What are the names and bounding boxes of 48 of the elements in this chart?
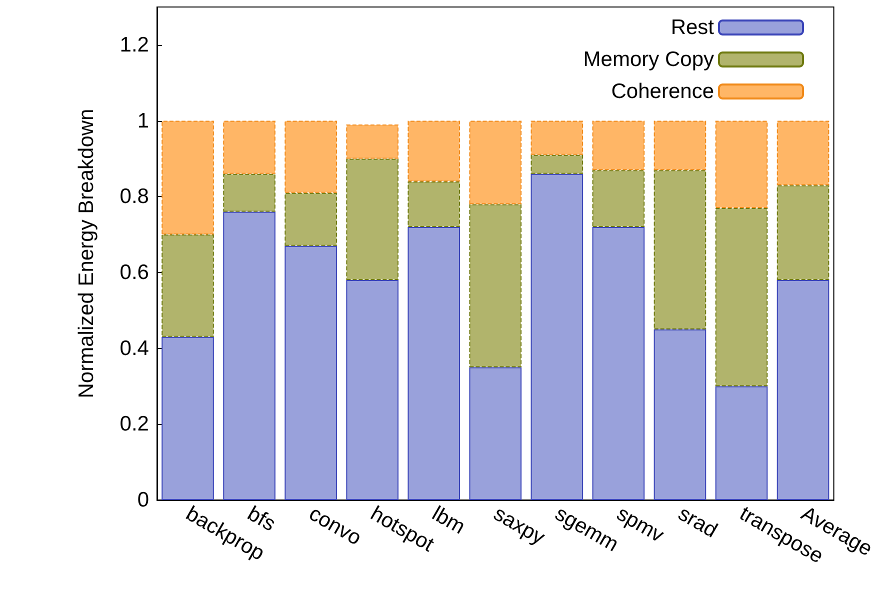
bar bbox=[408, 181, 460, 227]
bar bbox=[284, 246, 337, 500]
bar bbox=[162, 120, 214, 235]
bar bbox=[223, 120, 276, 174]
legend-label: Coherence bbox=[611, 80, 714, 103]
bar bbox=[654, 120, 706, 170]
bar bbox=[346, 280, 398, 500]
bar bbox=[592, 170, 645, 227]
bar bbox=[715, 120, 768, 208]
bar bbox=[776, 120, 830, 186]
bar bbox=[776, 280, 830, 500]
bar bbox=[346, 158, 398, 280]
x-tick-label: saxpy bbox=[490, 502, 550, 550]
bar bbox=[530, 120, 584, 155]
bar bbox=[469, 204, 522, 368]
bar bbox=[715, 386, 768, 500]
bar bbox=[592, 226, 645, 500]
y-axis-title: Normalized Energy Breakdown bbox=[75, 108, 98, 398]
legend-label: Memory Copy bbox=[583, 48, 714, 71]
bar bbox=[592, 120, 645, 170]
y-tick-label: 0.6 bbox=[120, 260, 149, 284]
y-tick-label: 0 bbox=[137, 488, 149, 512]
y-tick-label: 1.2 bbox=[120, 33, 149, 56]
bar bbox=[530, 174, 584, 500]
bar bbox=[715, 208, 768, 386]
bar bbox=[162, 234, 214, 337]
bar bbox=[284, 192, 337, 246]
y-tick-label: 0.4 bbox=[120, 336, 150, 360]
bar bbox=[469, 367, 522, 500]
x-tick-label: lbm bbox=[428, 502, 469, 539]
legend-label: Rest bbox=[670, 16, 714, 39]
y-tick-label: 0.8 bbox=[120, 185, 149, 208]
bar bbox=[408, 120, 460, 182]
bar bbox=[223, 212, 276, 500]
bar bbox=[162, 336, 214, 500]
bar bbox=[654, 170, 706, 330]
y-tick-label: 1 bbox=[137, 109, 149, 132]
bar bbox=[469, 120, 522, 204]
bar bbox=[284, 120, 337, 193]
x-tick-label: srad bbox=[674, 502, 722, 542]
bar bbox=[530, 154, 584, 174]
bar bbox=[223, 174, 276, 212]
x-tick-label: convo bbox=[305, 502, 366, 550]
bar bbox=[654, 329, 706, 500]
bar bbox=[776, 185, 830, 280]
bar bbox=[408, 226, 460, 500]
y-tick-label: 0.2 bbox=[120, 412, 149, 436]
bar bbox=[346, 124, 398, 159]
